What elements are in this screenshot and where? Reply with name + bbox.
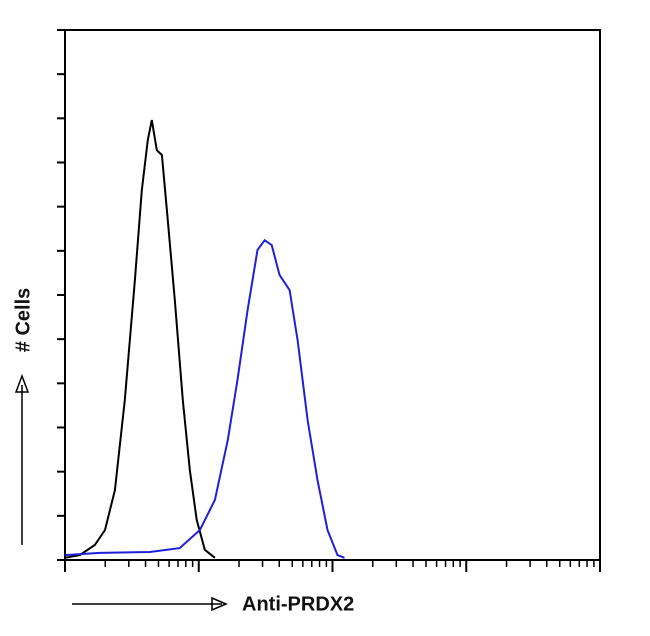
x-axis-label: Anti-PRDX2	[242, 593, 354, 615]
histogram-line	[64, 119, 216, 559]
x-arrow-head	[211, 596, 228, 612]
histogram-line	[64, 238, 345, 559]
y-arrow-head	[14, 373, 30, 393]
plot-frame	[64, 29, 601, 561]
y-axis-label: # Cells	[12, 288, 34, 352]
